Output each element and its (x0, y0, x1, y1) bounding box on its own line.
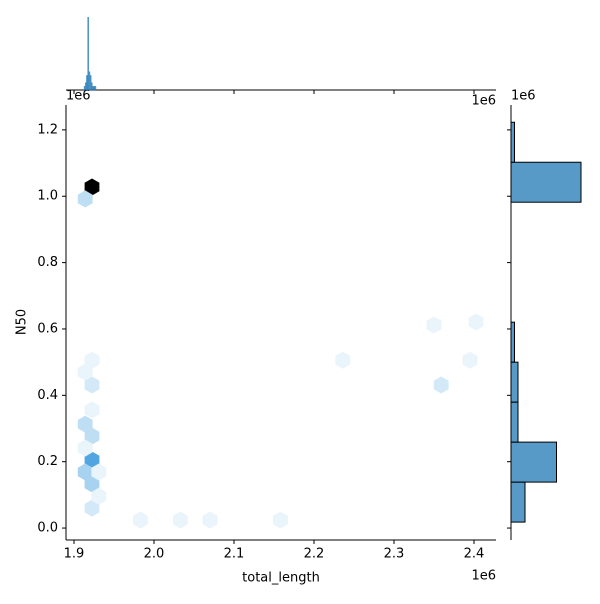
hexbin (84, 427, 100, 445)
hexbin (84, 401, 100, 419)
hexbin (426, 316, 442, 334)
right-hist-bar (510, 481, 526, 523)
x-tick-label: 2.4 (464, 547, 485, 562)
hexbin (77, 363, 93, 381)
hexbin (84, 178, 100, 196)
y-offset-label: 1e6 (66, 89, 91, 104)
top-hist-bar (89, 75, 92, 91)
y-tick-label: 0.2 (37, 454, 58, 469)
hexbin (84, 475, 100, 493)
x-tick-label: 2.2 (304, 547, 325, 562)
x-tick-label: 2.0 (144, 547, 165, 562)
right-hist-bar (510, 401, 519, 443)
y-tick-label: 0.0 (37, 521, 58, 536)
hexbin (84, 451, 100, 469)
top-hist-bar (83, 86, 86, 91)
hexbin (335, 351, 351, 369)
x-offset-label: 1e6 (471, 569, 496, 584)
top-hist-bar (91, 82, 93, 91)
hexbin (84, 376, 100, 394)
right-hist-bar (510, 321, 515, 363)
marginal-y-offset-label: 1e6 (511, 89, 536, 104)
hexbin (468, 313, 484, 331)
top-hist-bar (85, 82, 87, 91)
hexbin (77, 439, 93, 457)
top-hist-bar (92, 86, 94, 91)
hexbin (173, 511, 188, 529)
y-axis-label: N50 (15, 309, 30, 335)
hexbin (462, 351, 478, 369)
y-tick-label: 1.0 (37, 189, 58, 204)
hexbin (84, 351, 100, 369)
hexbin (433, 376, 449, 394)
hexbin (84, 499, 100, 517)
right-hist-bar (510, 441, 557, 483)
hexbin (77, 415, 93, 433)
top-hist-bar (93, 86, 95, 91)
hexbin (133, 511, 148, 529)
hexbin (273, 511, 288, 529)
hexbin (91, 463, 107, 481)
hexbin (202, 511, 218, 529)
y-tick-label: 0.8 (37, 255, 58, 270)
y-tick-label: 0.6 (37, 321, 58, 336)
marginal-x-offset-label: 1e6 (471, 94, 496, 109)
x-tick-label: 1.9 (64, 547, 85, 562)
right-hist-bar (510, 161, 582, 203)
x-axis-label: total_length (242, 571, 320, 586)
x-tick-label: 2.3 (384, 547, 405, 562)
top-hist-bar (87, 17, 89, 91)
y-tick-label: 0.4 (37, 388, 58, 403)
hexbin (91, 487, 107, 505)
hexbin (77, 190, 93, 208)
right-hist-bar (510, 121, 515, 163)
hexbin (77, 463, 93, 481)
top-hist-bar (94, 86, 97, 91)
x-tick-label: 2.1 (224, 547, 245, 562)
top-hist-bar (86, 75, 88, 91)
y-tick-label: 1.2 (37, 122, 58, 137)
top-hist-bar (88, 71, 91, 91)
right-hist-bar (510, 361, 519, 403)
